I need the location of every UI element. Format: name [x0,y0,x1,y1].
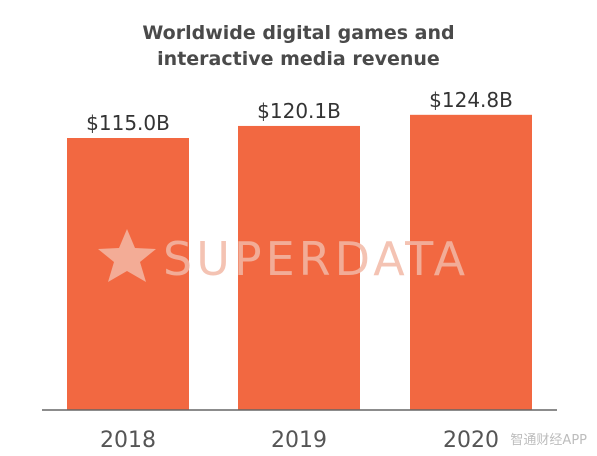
x-tick-label-2020: 2020 [443,428,499,453]
corner-watermark: 智通财经APP [510,433,587,448]
chart-title-line-2: interactive media revenue [157,48,440,70]
chart-title: Worldwide digital games and interactive … [0,20,597,72]
data-label-2019: $120.1B [257,99,341,123]
x-tick-label-2019: 2019 [271,428,327,453]
chart-title-line-1: Worldwide digital games and [142,22,455,44]
watermark-star-icon [98,229,156,282]
bar-2020 [410,114,532,411]
bar-2018 [67,138,189,410]
watermark-text: SUPERDATA [163,232,469,286]
bar-2019 [238,125,360,411]
data-label-2020: $124.8B [429,88,513,112]
x-tick-label-2018: 2018 [100,428,156,453]
data-label-2018: $115.0B [86,111,170,135]
